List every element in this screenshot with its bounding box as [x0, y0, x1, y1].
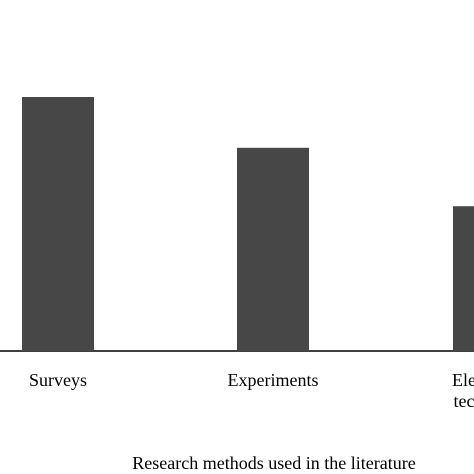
bar-experiments	[237, 147, 309, 351]
x-tick-label: technolog	[454, 391, 474, 411]
x-axis-title: Research methods used in the literature	[132, 453, 415, 473]
x-tick-label: Experiments	[228, 370, 319, 390]
bar-surveys	[22, 97, 94, 351]
x-tick-label: Electronic	[452, 370, 474, 390]
x-tick-label: Surveys	[29, 370, 87, 390]
bars-group	[22, 97, 474, 351]
x-tick-labels: SurveysExperimentsElectronictechnologm	[29, 370, 474, 411]
bar-electronic	[453, 206, 474, 351]
